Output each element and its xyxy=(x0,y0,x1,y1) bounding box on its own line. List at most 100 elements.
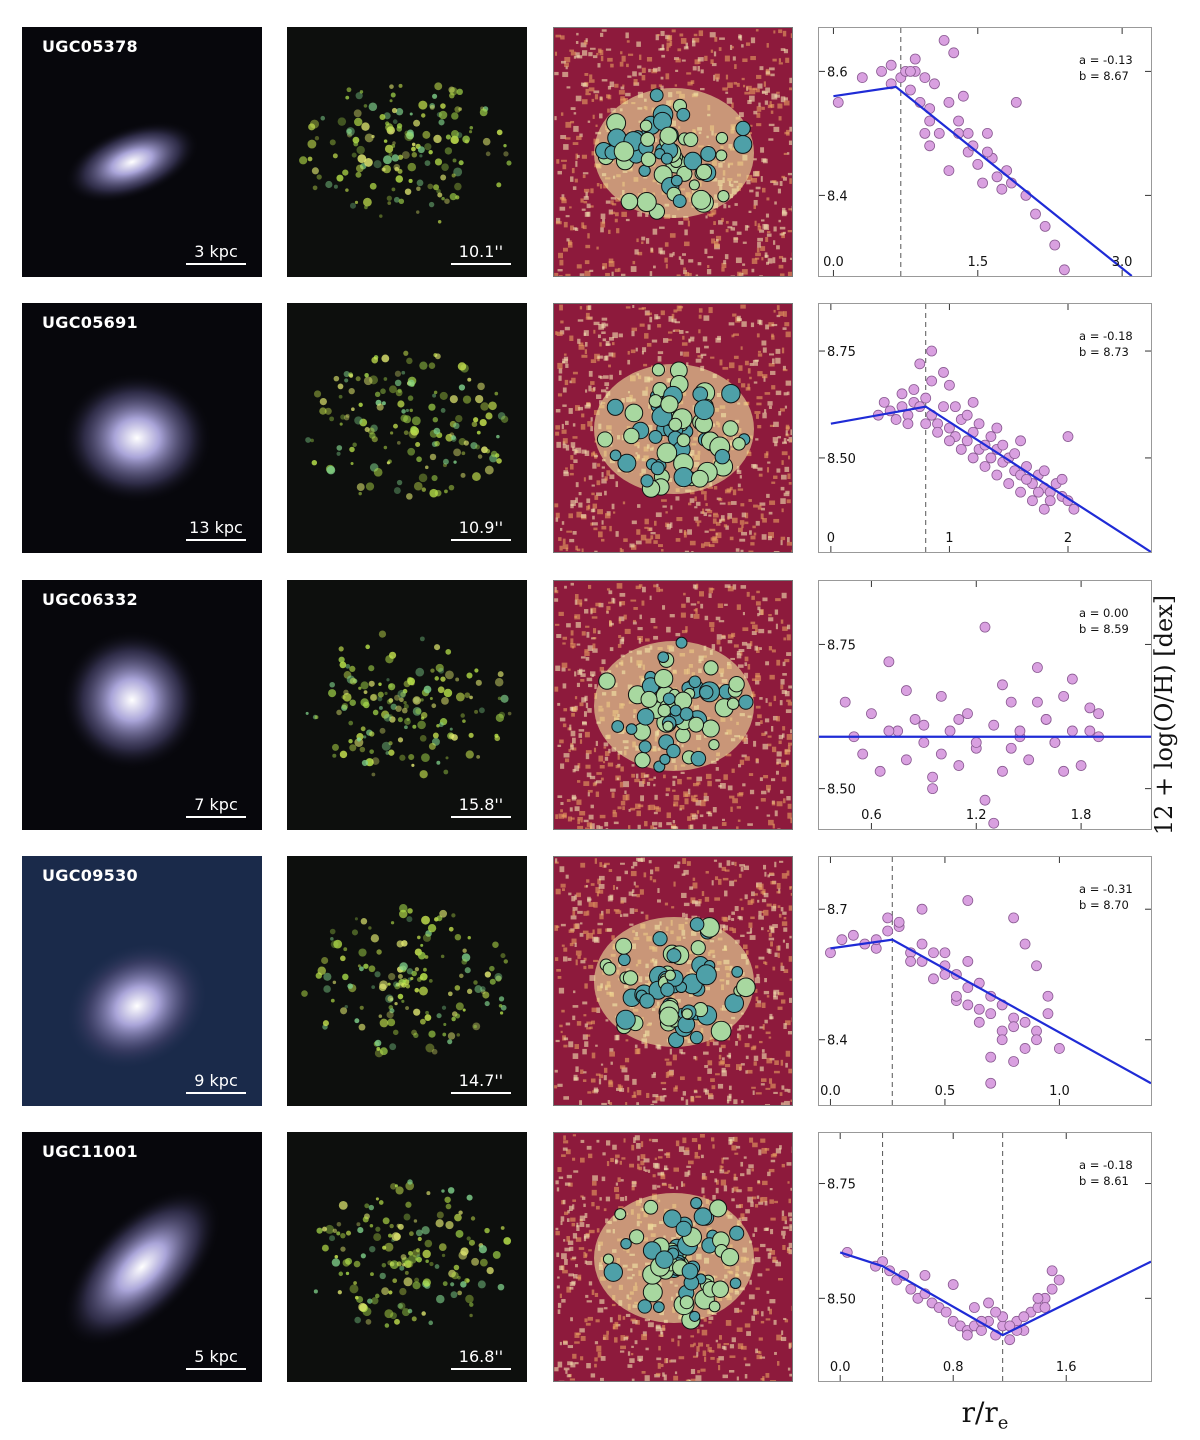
data-point xyxy=(991,469,1003,481)
data-point xyxy=(1066,673,1078,685)
scale-bar-label: 15.8'' xyxy=(458,795,504,814)
data-point xyxy=(900,685,912,696)
data-point xyxy=(1049,737,1061,748)
data-point xyxy=(924,140,936,152)
galaxy-name-label: UGC05378 xyxy=(42,37,138,56)
data-point xyxy=(953,760,965,771)
data-point xyxy=(1046,1283,1058,1295)
x-tick-label: 0.8 xyxy=(943,1360,964,1375)
data-point xyxy=(1008,1056,1020,1067)
scale-bar-label: 5 kpc xyxy=(194,1347,238,1366)
data-point xyxy=(1040,714,1052,725)
data-point xyxy=(890,414,902,425)
fit-slope-label: a = -0.18 xyxy=(1079,329,1133,343)
data-point xyxy=(1027,495,1038,507)
fit-intercept-label: b = 8.67 xyxy=(1079,69,1129,83)
data-point xyxy=(982,146,993,158)
y-tick-label: 8.7 xyxy=(827,903,848,918)
data-point xyxy=(985,1008,997,1020)
data-point xyxy=(1066,725,1078,737)
data-point xyxy=(947,1279,959,1290)
data-point xyxy=(944,725,956,737)
data-point xyxy=(883,725,895,737)
data-point xyxy=(973,1003,985,1015)
data-point xyxy=(919,1269,931,1281)
data-point xyxy=(1058,690,1070,702)
data-point xyxy=(1084,702,1096,714)
data-point xyxy=(928,973,939,985)
data-point xyxy=(916,938,928,950)
y-tick-label: 8.4 xyxy=(827,1034,848,1049)
optical-rgb-image: UGC06332 7 kpc xyxy=(22,580,262,830)
metallicity-profile-chart: 8.75 8.50 0.0 0.8 1.6 a = -0.18 b = 8.61 xyxy=(818,1132,1152,1382)
y-tick-label: 8.75 xyxy=(827,638,856,653)
x-tick-label: 1 xyxy=(945,531,953,546)
data-point xyxy=(928,947,939,959)
data-point xyxy=(1031,960,1042,972)
data-point xyxy=(1015,486,1026,498)
data-point xyxy=(940,1306,952,1318)
data-point xyxy=(885,59,897,71)
data-point xyxy=(991,422,1003,434)
data-point xyxy=(926,375,938,387)
data-point xyxy=(985,431,997,442)
x-tick-label: 1.6 xyxy=(1056,1360,1077,1375)
x-tick-label: 1.0 xyxy=(1049,1084,1070,1099)
scale-bar-line xyxy=(451,1092,511,1094)
data-point xyxy=(914,358,926,370)
data-point xyxy=(938,34,950,46)
scale-bar-label: 13 kpc xyxy=(189,518,243,537)
data-point xyxy=(874,765,886,777)
data-point xyxy=(962,895,974,906)
data-point xyxy=(976,1325,987,1336)
y-tick-label: 8.75 xyxy=(827,1178,856,1193)
data-point xyxy=(896,388,908,400)
data-point xyxy=(1019,1016,1031,1028)
hii-region-map xyxy=(553,856,793,1106)
data-point xyxy=(957,90,969,102)
emission-line-map: 10.9'' xyxy=(287,303,527,553)
data-point xyxy=(973,418,985,430)
data-point xyxy=(938,401,949,413)
y-tick-label: 8.75 xyxy=(827,345,856,360)
emission-line-map: 10.1'' xyxy=(287,27,527,277)
x-tick-label: 0.0 xyxy=(830,1360,851,1375)
y-tick-label: 8.4 xyxy=(827,189,848,204)
scale-bar-line xyxy=(451,539,511,541)
fit-intercept-label: b = 8.70 xyxy=(1079,898,1129,912)
optical-rgb-image: UGC05691 13 kpc xyxy=(22,303,262,553)
physical-scale-bar: 7 kpc xyxy=(186,795,246,818)
data-point xyxy=(972,158,984,170)
data-point xyxy=(977,177,988,189)
data-point xyxy=(961,1329,973,1341)
data-point xyxy=(955,443,967,455)
data-point xyxy=(825,947,836,959)
metallicity-profile-chart: 8.75 8.50 0.6 1.2 1.8 a = 0.00 b = 8.59 xyxy=(818,580,1152,830)
fit-slope-label: a = 0.00 xyxy=(1079,606,1129,620)
data-point xyxy=(1075,760,1087,771)
data-point xyxy=(1032,696,1043,708)
data-point xyxy=(836,934,848,946)
data-point xyxy=(935,748,947,760)
data-point xyxy=(918,737,930,748)
fit-line xyxy=(833,85,1133,276)
data-point xyxy=(1044,495,1056,507)
x-tick-label: 1.8 xyxy=(1071,808,1092,823)
data-point xyxy=(1009,448,1021,460)
fit-slope-label: a = -0.31 xyxy=(1079,882,1133,896)
data-point xyxy=(1058,765,1070,777)
data-point xyxy=(1031,1034,1042,1046)
data-point xyxy=(944,379,955,391)
fit-line xyxy=(830,938,1151,1085)
data-point xyxy=(967,452,979,464)
data-point xyxy=(1046,1265,1058,1277)
optical-rgb-image: UGC09530 9 kpc xyxy=(22,856,262,1106)
data-point xyxy=(997,439,1009,451)
chart-svg: 8.7 8.4 0.0 0.5 1.0 a = -0.31 b = 8.70 xyxy=(819,857,1151,1105)
y-tick-label: 8.50 xyxy=(827,1292,856,1307)
chart-svg: 8.6 8.4 0.0 1.5 3.0 a = -0.13 b = 8.67 xyxy=(819,28,1151,276)
data-point xyxy=(1005,742,1017,754)
data-point xyxy=(973,1016,985,1028)
data-point xyxy=(1010,97,1022,108)
hii-region-map xyxy=(553,303,793,553)
